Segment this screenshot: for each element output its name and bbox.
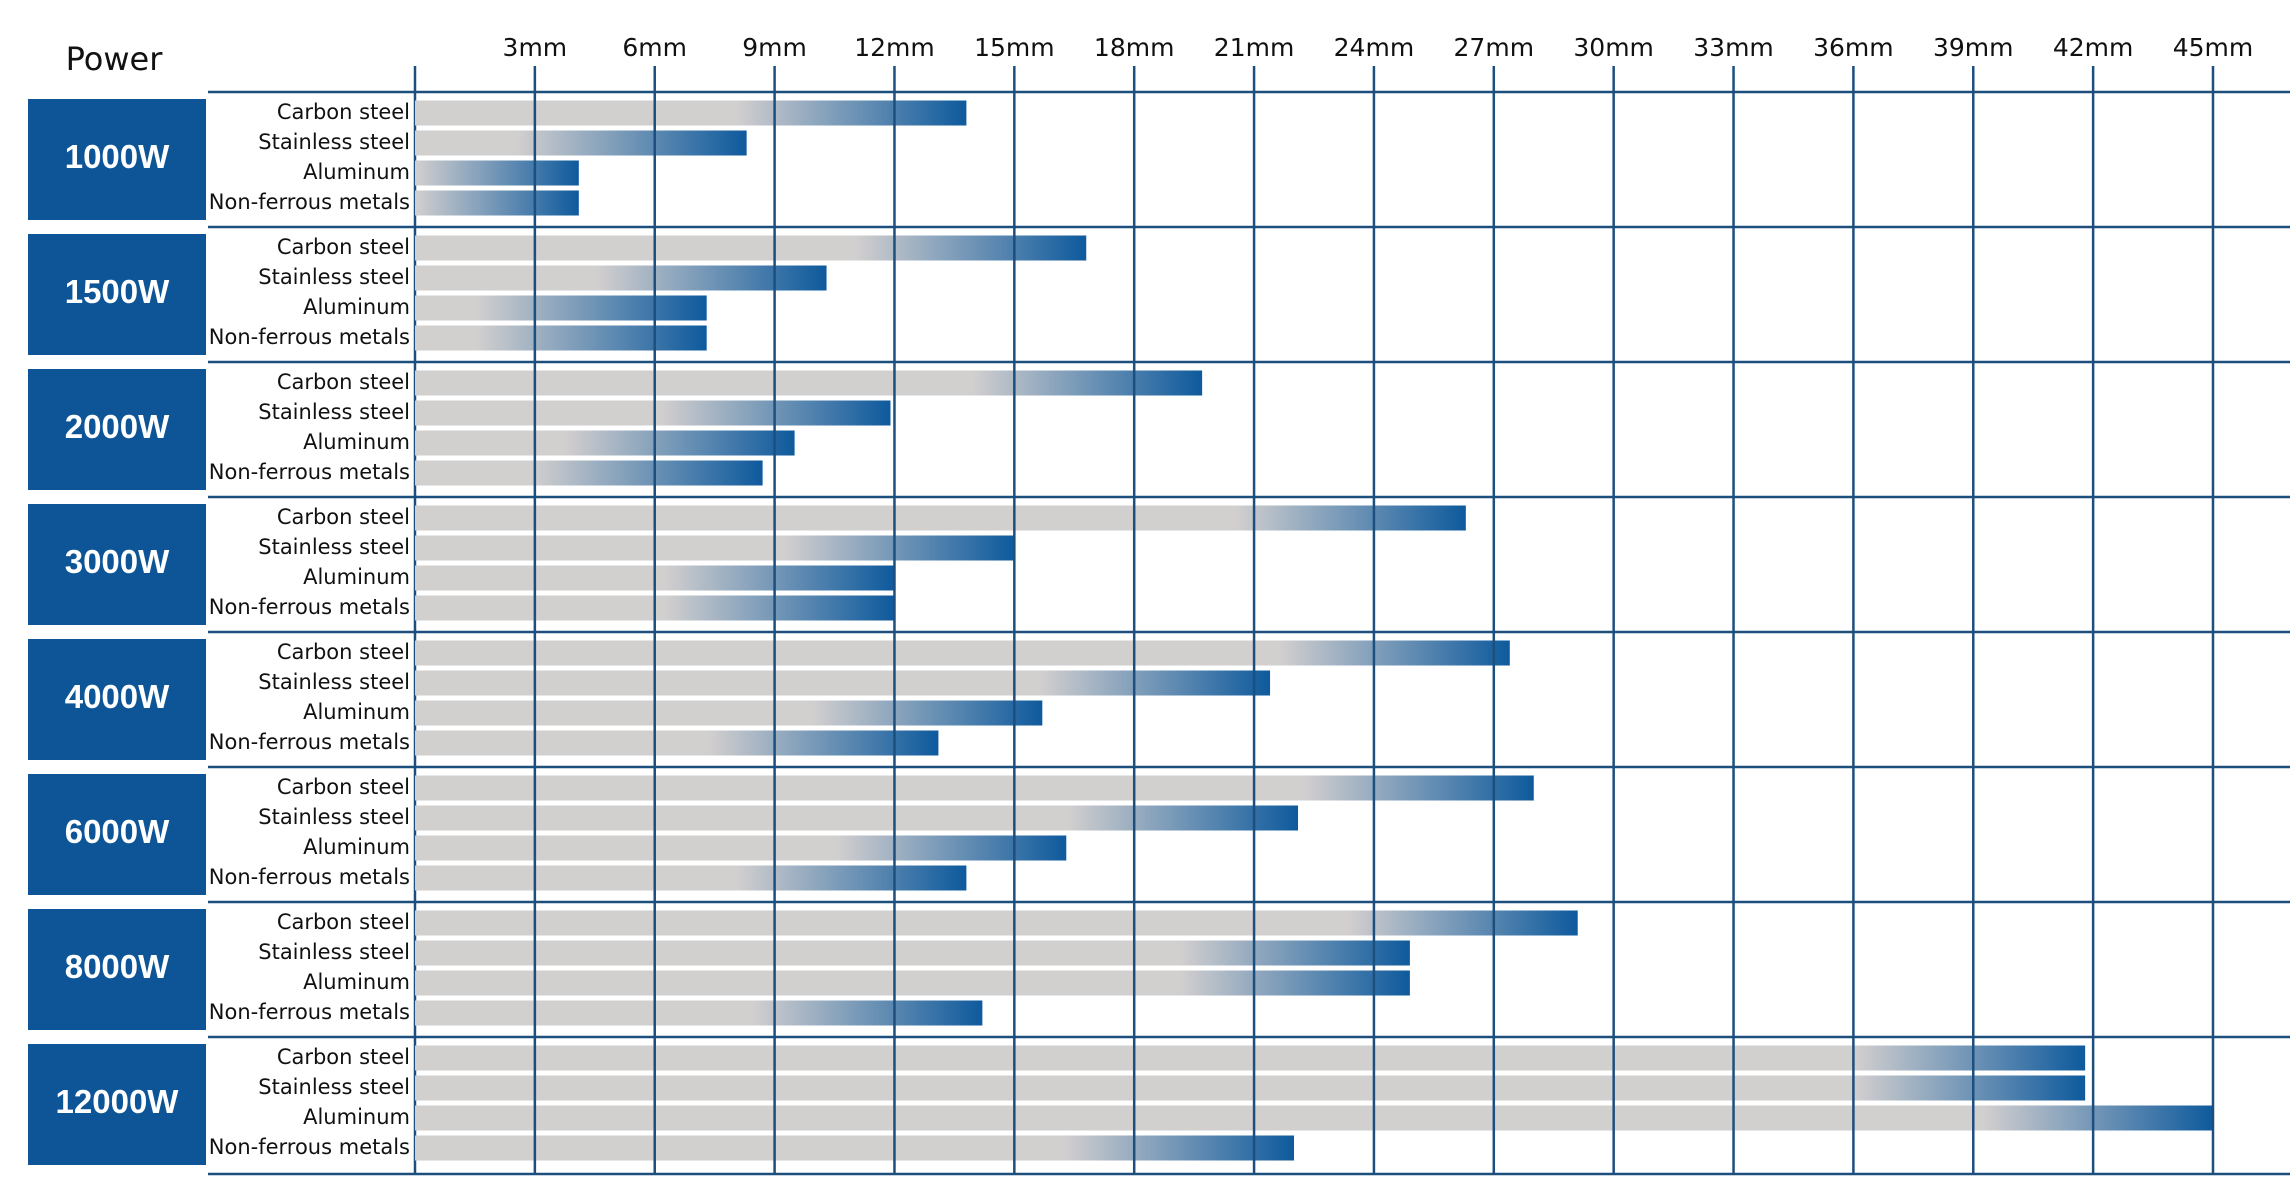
bar [415, 1075, 2086, 1101]
row-label: Aluminum [303, 160, 410, 184]
row-label: Non-ferrous metals [209, 190, 410, 214]
x-tick-label: 42mm [2053, 33, 2134, 62]
bar [415, 730, 939, 756]
x-tick-label: 30mm [1573, 33, 1654, 62]
bar [415, 700, 1043, 726]
bar [415, 775, 1534, 801]
x-tick-label: 33mm [1693, 33, 1774, 62]
power-name: 8000W [65, 948, 170, 985]
power-name: 4000W [65, 678, 170, 715]
row-label: Carbon steel [277, 505, 410, 529]
row-label: Non-ferrous metals [209, 1135, 410, 1159]
bar [415, 325, 707, 351]
row-label: Aluminum [303, 700, 410, 724]
row-label: Aluminum [303, 295, 410, 319]
x-tick-label: 36mm [1813, 33, 1894, 62]
row-label: Aluminum [303, 970, 410, 994]
x-tick-label: 6mm [622, 33, 687, 62]
power-box [28, 369, 206, 490]
x-tick-label: 15mm [974, 33, 1055, 62]
x-tick-label: 9mm [742, 33, 807, 62]
row-label: Non-ferrous metals [209, 460, 410, 484]
power-box [28, 909, 206, 1030]
row-label: Stainless steel [258, 400, 410, 424]
bar [415, 190, 579, 216]
bar [415, 235, 1087, 261]
bar [415, 1045, 2086, 1071]
power-box [28, 639, 206, 760]
power-box [28, 234, 206, 355]
power-box [28, 1044, 206, 1165]
power-box [28, 504, 206, 625]
row-label: Carbon steel [277, 235, 410, 259]
row-label: Non-ferrous metals [209, 730, 410, 754]
bar [415, 865, 967, 891]
power-label: Power [66, 40, 164, 78]
x-tick-label: 21mm [1214, 33, 1295, 62]
row-label: Aluminum [303, 1105, 410, 1129]
row-label: Stainless steel [258, 1075, 410, 1099]
power-box [28, 99, 206, 220]
bar [415, 1135, 1295, 1161]
bar [415, 505, 1466, 531]
row-label: Stainless steel [258, 940, 410, 964]
bar [415, 535, 1015, 561]
x-tick-label: 24mm [1334, 33, 1415, 62]
x-tick-label: 27mm [1454, 33, 1535, 62]
row-label: Carbon steel [277, 1045, 410, 1069]
bar [415, 130, 747, 156]
bar [415, 460, 763, 486]
bar [415, 295, 707, 321]
bar [415, 940, 1410, 966]
x-tick-label: 12mm [854, 33, 935, 62]
row-label: Stainless steel [258, 535, 410, 559]
power-name: 3000W [65, 543, 170, 580]
x-tick-label: 45mm [2173, 33, 2254, 62]
bar [415, 100, 967, 126]
bar [415, 430, 795, 456]
row-label: Stainless steel [258, 265, 410, 289]
power-name: 6000W [65, 813, 170, 850]
power-box [28, 774, 206, 895]
bar [415, 970, 1410, 996]
row-label: Non-ferrous metals [209, 1000, 410, 1024]
row-label: Aluminum [303, 565, 410, 589]
power-name: 12000W [56, 1083, 180, 1120]
power-name: 1000W [65, 138, 170, 175]
row-label: Aluminum [303, 835, 410, 859]
bar [415, 805, 1299, 831]
bar [415, 265, 827, 291]
row-label: Stainless steel [258, 670, 410, 694]
bar [415, 160, 579, 186]
bar [415, 1105, 2213, 1131]
bar [415, 910, 1578, 936]
bar [415, 835, 1067, 861]
row-label: Carbon steel [277, 910, 410, 934]
bar [415, 1000, 983, 1026]
row-label: Carbon steel [277, 775, 410, 799]
row-label: Stainless steel [258, 130, 410, 154]
row-label: Non-ferrous metals [209, 595, 410, 619]
row-label: Carbon steel [277, 640, 410, 664]
power-name: 1500W [65, 273, 170, 310]
bar [415, 370, 1203, 396]
x-tick-label: 39mm [1933, 33, 2014, 62]
row-label: Aluminum [303, 430, 410, 454]
power-name: 2000W [65, 408, 170, 445]
row-label: Non-ferrous metals [209, 325, 410, 349]
row-label: Non-ferrous metals [209, 865, 410, 889]
row-label: Carbon steel [277, 370, 410, 394]
bar [415, 640, 1510, 666]
row-label: Stainless steel [258, 805, 410, 829]
x-tick-label: 18mm [1094, 33, 1175, 62]
bar [415, 400, 891, 426]
row-label: Carbon steel [277, 100, 410, 124]
bar [415, 670, 1271, 696]
x-tick-label: 3mm [503, 33, 568, 62]
